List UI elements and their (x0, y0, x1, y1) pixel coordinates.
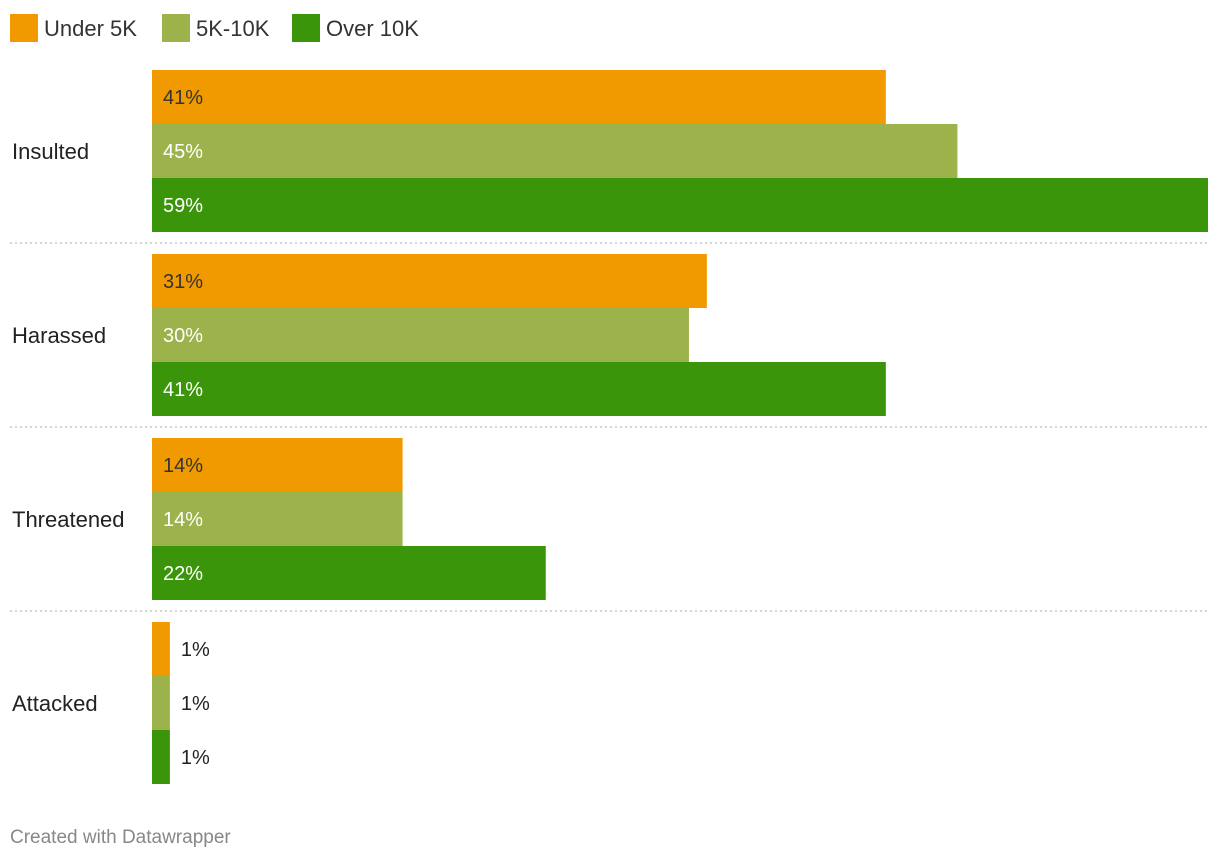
bar-under-5k-threatened[interactable] (152, 438, 403, 492)
legend-item-under-5k[interactable]: Under 5K (10, 14, 137, 42)
legend-swatch (10, 14, 38, 42)
bar-over-10k-attacked[interactable] (152, 730, 170, 784)
bar-over-10k-insulted[interactable] (152, 178, 1208, 232)
category-label: Harassed (12, 323, 106, 348)
legend-swatch (292, 14, 320, 42)
bar-value-label: 1% (181, 747, 210, 769)
bar-value-label: 45% (163, 141, 203, 163)
bar-under-5k-insulted[interactable] (152, 70, 886, 124)
bar-5k-10k-attacked[interactable] (152, 676, 170, 730)
bar-value-label: 31% (163, 271, 203, 293)
bar-5k-10k-threatened[interactable] (152, 492, 403, 546)
legend-label: Under 5K (44, 16, 137, 41)
legend-item-over-10k[interactable]: Over 10K (292, 14, 419, 42)
bar-value-label: 41% (163, 87, 203, 109)
bar-value-label: 30% (163, 325, 203, 347)
bar-under-5k-harassed[interactable] (152, 254, 707, 308)
category-label: Attacked (12, 691, 98, 716)
category-group-insulted: Insulted 41% 45% 59% (10, 70, 1210, 244)
bar-over-10k-harassed[interactable] (152, 362, 886, 416)
bar-value-label: 41% (163, 379, 203, 401)
credit-text[interactable]: Created with Datawrapper (10, 827, 231, 848)
bar-over-10k-threatened[interactable] (152, 546, 546, 600)
legend-swatch (162, 14, 190, 42)
category-group-attacked: Attacked 1% 1% 1% (12, 622, 210, 784)
bar-5k-10k-insulted[interactable] (152, 124, 958, 178)
bar-value-label: 1% (181, 639, 210, 661)
bar-value-label: 22% (163, 563, 203, 585)
legend: Under 5K 5K-10K Over 10K (10, 14, 419, 42)
category-label: Threatened (12, 507, 125, 532)
bar-under-5k-attacked[interactable] (152, 622, 170, 676)
legend-label: Over 10K (326, 16, 419, 41)
legend-item-5k-10k[interactable]: 5K-10K (162, 14, 270, 42)
bar-value-label: 14% (163, 455, 203, 477)
category-group-harassed: Harassed 31% 30% 41% (10, 254, 1210, 428)
category-group-threatened: Threatened 14% 14% 22% (10, 438, 1210, 612)
bar-value-label: 14% (163, 509, 203, 531)
bar-value-label: 59% (163, 195, 203, 217)
plot-area: Insulted 41% 45% 59% Harassed 31% 30% 41% Threat… (10, 70, 1210, 784)
legend-label: 5K-10K (196, 16, 270, 41)
bar-5k-10k-harassed[interactable] (152, 308, 689, 362)
category-label: Insulted (12, 139, 89, 164)
bar-value-label: 1% (181, 693, 210, 715)
